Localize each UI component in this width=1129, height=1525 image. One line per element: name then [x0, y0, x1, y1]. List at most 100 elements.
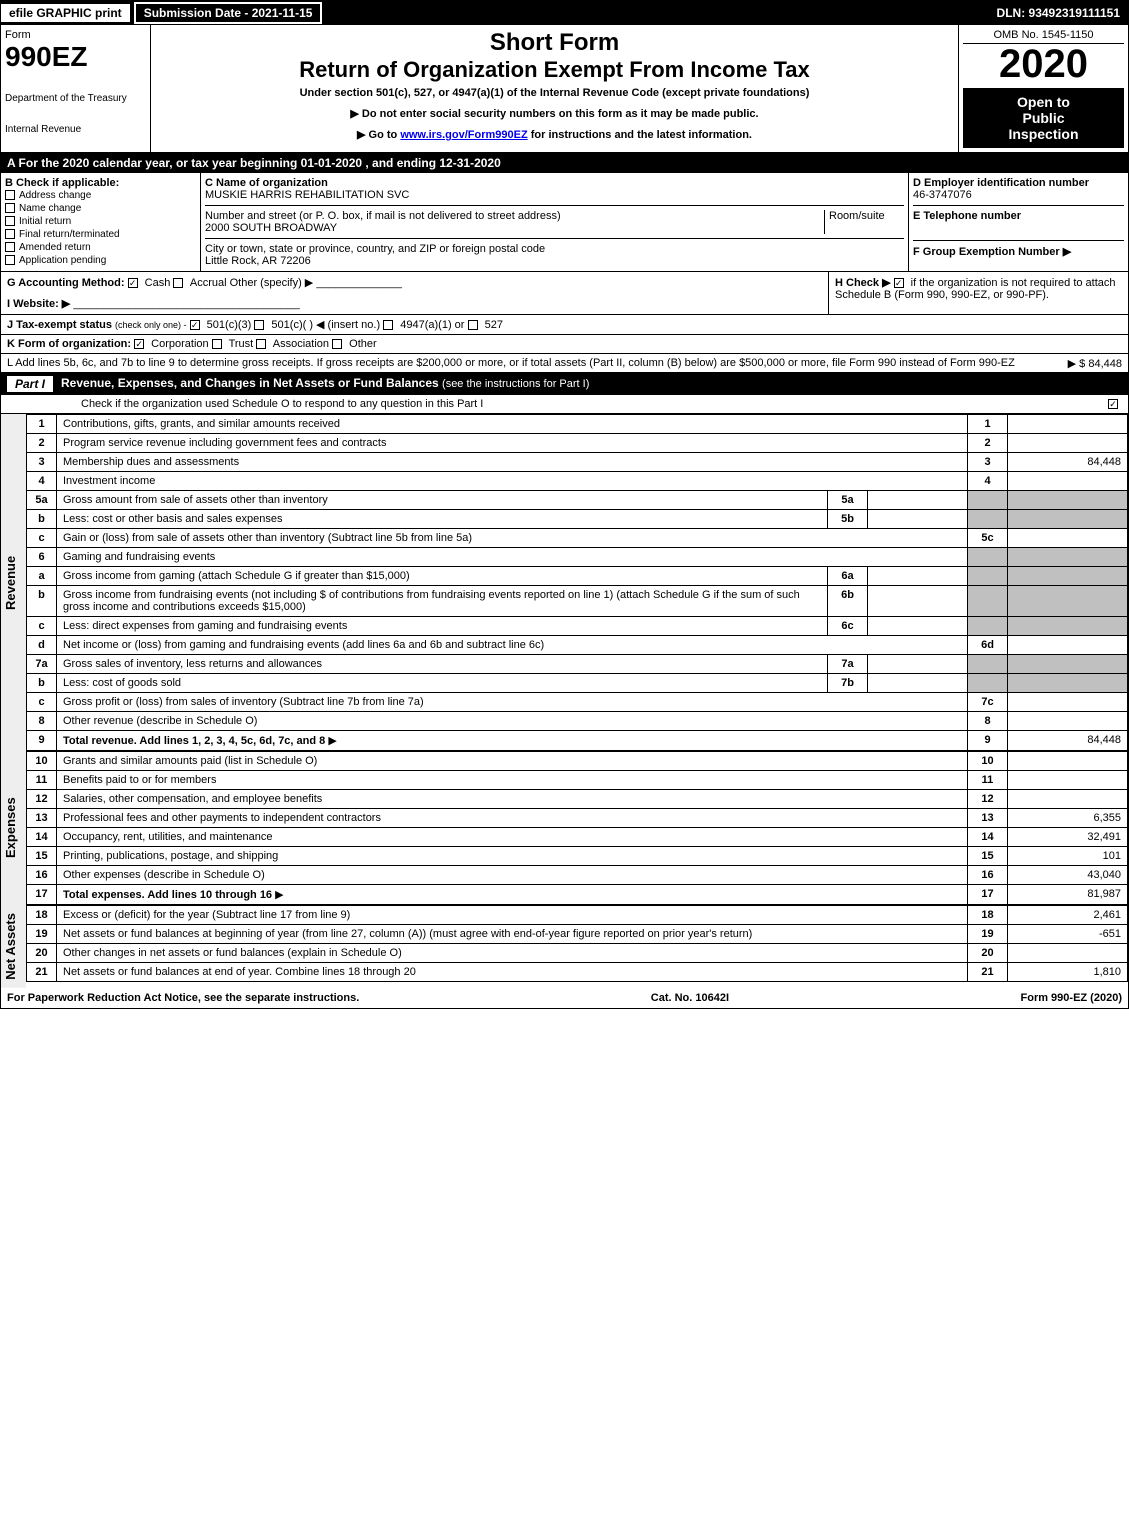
cb-4947[interactable]: [383, 320, 393, 330]
line-8: 8Other revenue (describe in Schedule O)8: [27, 712, 1128, 731]
footer-left: For Paperwork Reduction Act Notice, see …: [7, 992, 359, 1004]
part1-check-text: Check if the organization used Schedule …: [81, 398, 483, 410]
line-6: 6Gaming and fundraising events: [27, 548, 1128, 567]
form-header: Form 990EZ Department of the Treasury In…: [1, 25, 1128, 153]
line-18: 18Excess or (deficit) for the year (Subt…: [27, 906, 1128, 925]
ssn-warning: ▶ Do not enter social security numbers o…: [159, 107, 950, 120]
cb-association[interactable]: [256, 339, 266, 349]
form-container: efile GRAPHIC print Submission Date - 20…: [0, 0, 1129, 1009]
cb-name-change[interactable]: Name change: [5, 202, 196, 215]
line-6c: cLess: direct expenses from gaming and f…: [27, 617, 1128, 636]
cb-accrual[interactable]: [173, 278, 183, 288]
section-i-label: I Website: ▶: [7, 298, 70, 310]
line-16: 16Other expenses (describe in Schedule O…: [27, 866, 1128, 885]
header-left: Form 990EZ Department of the Treasury In…: [1, 25, 151, 152]
accounting-row: G Accounting Method: Cash Accrual Other …: [1, 272, 1128, 315]
header-right: OMB No. 1545-1150 2020 Open to Public In…: [958, 25, 1128, 152]
section-k-row: K Form of organization: Corporation Trus…: [1, 335, 1128, 354]
dln-number: DLN: 93492319111151: [997, 6, 1128, 20]
cb-application-pending[interactable]: Application pending: [5, 254, 196, 267]
line-9: 9Total revenue. Add lines 1, 2, 3, 4, 5c…: [27, 731, 1128, 751]
revenue-table: 1Contributions, gifts, grants, and simil…: [26, 414, 1128, 751]
header-center: Short Form Return of Organization Exempt…: [151, 25, 958, 152]
line-17: 17Total expenses. Add lines 10 through 1…: [27, 885, 1128, 905]
submission-date: Submission Date - 2021-11-15: [134, 2, 323, 24]
part1-header: Part I Revenue, Expenses, and Changes in…: [1, 373, 1128, 395]
city-label: City or town, state or province, country…: [205, 243, 904, 255]
section-c: C Name of organization MUSKIE HARRIS REH…: [201, 173, 908, 271]
footer-center: Cat. No. 10642I: [651, 992, 729, 1004]
section-c-label: C Name of organization: [205, 177, 904, 189]
irs-link[interactable]: www.irs.gov/Form990EZ: [400, 129, 527, 141]
part1-title: Revenue, Expenses, and Changes in Net As…: [61, 376, 439, 390]
inst2-post: for instructions and the latest informat…: [528, 129, 752, 141]
tax-year-bar: A For the 2020 calendar year, or tax yea…: [1, 153, 1128, 173]
room-suite-label: Room/suite: [824, 210, 904, 234]
cb-501c[interactable]: [254, 320, 264, 330]
part1-label: Part I: [7, 376, 53, 392]
under-section-text: Under section 501(c), 527, or 4947(a)(1)…: [159, 87, 950, 99]
dept-irs: Internal Revenue: [5, 124, 146, 135]
cb-527[interactable]: [468, 320, 478, 330]
revenue-section: Revenue 1Contributions, gifts, grants, a…: [1, 414, 1128, 751]
cb-other-org[interactable]: [332, 339, 342, 349]
line-7c: cGross profit or (loss) from sales of in…: [27, 693, 1128, 712]
section-f-label: F Group Exemption Number ▶: [913, 246, 1071, 258]
line-7b: bLess: cost of goods sold7b: [27, 674, 1128, 693]
revenue-side-label: Revenue: [1, 414, 26, 751]
footer-right: Form 990-EZ (2020): [1021, 992, 1122, 1004]
section-d-label: D Employer identification number: [913, 177, 1089, 189]
section-h-label: H Check ▶: [835, 277, 891, 289]
cb-amended-return[interactable]: Amended return: [5, 241, 196, 254]
section-j-label: J Tax-exempt status: [7, 319, 112, 331]
top-bar: efile GRAPHIC print Submission Date - 20…: [1, 1, 1128, 25]
line-12: 12Salaries, other compensation, and empl…: [27, 790, 1128, 809]
return-title: Return of Organization Exempt From Incom…: [159, 57, 950, 83]
open-line3: Inspection: [969, 126, 1118, 142]
line-19: 19Net assets or fund balances at beginni…: [27, 925, 1128, 944]
short-form-title: Short Form: [159, 29, 950, 57]
line-7a: 7aGross sales of inventory, less returns…: [27, 655, 1128, 674]
cb-final-return[interactable]: Final return/terminated: [5, 228, 196, 241]
line-21: 21Net assets or fund balances at end of …: [27, 963, 1128, 982]
expenses-side-label: Expenses: [1, 751, 26, 905]
cb-501c3[interactable]: [190, 320, 200, 330]
gross-receipts-amount: ▶ $ 84,448: [1068, 357, 1122, 370]
cb-schedule-o[interactable]: [1108, 399, 1118, 409]
section-b: B Check if applicable: Address change Na…: [1, 173, 201, 271]
other-specify: Other (specify) ▶: [230, 277, 314, 289]
line-3: 3Membership dues and assessments384,448: [27, 453, 1128, 472]
netassets-section: Net Assets 18Excess or (deficit) for the…: [1, 905, 1128, 988]
line-13: 13Professional fees and other payments t…: [27, 809, 1128, 828]
part1-check-row: Check if the organization used Schedule …: [1, 395, 1128, 414]
line-4: 4Investment income4: [27, 472, 1128, 491]
addr-label: Number and street (or P. O. box, if mail…: [205, 210, 824, 222]
expenses-table: 10Grants and similar amounts paid (list …: [26, 751, 1128, 905]
efile-label[interactable]: efile GRAPHIC print: [1, 4, 130, 22]
line-20: 20Other changes in net assets or fund ba…: [27, 944, 1128, 963]
cb-address-change[interactable]: Address change: [5, 189, 196, 202]
cb-cash[interactable]: [128, 278, 138, 288]
part1-subtitle: (see the instructions for Part I): [442, 378, 589, 390]
line-2: 2Program service revenue including gover…: [27, 434, 1128, 453]
cb-corporation[interactable]: [134, 339, 144, 349]
cb-trust[interactable]: [212, 339, 222, 349]
line-5c: cGain or (loss) from sale of assets othe…: [27, 529, 1128, 548]
tax-year: 2020: [963, 44, 1124, 84]
line-1: 1Contributions, gifts, grants, and simil…: [27, 415, 1128, 434]
netassets-table: 18Excess or (deficit) for the year (Subt…: [26, 905, 1128, 982]
line-11: 11Benefits paid to or for members11: [27, 771, 1128, 790]
line-6d: dNet income or (loss) from gaming and fu…: [27, 636, 1128, 655]
line-15: 15Printing, publications, postage, and s…: [27, 847, 1128, 866]
section-k-label: K Form of organization:: [7, 338, 131, 350]
open-public-badge: Open to Public Inspection: [963, 88, 1124, 148]
section-e-label: E Telephone number: [913, 210, 1021, 222]
line-6a: aGross income from gaming (attach Schedu…: [27, 567, 1128, 586]
section-b-label: B Check if applicable:: [5, 177, 119, 189]
cb-schedule-b[interactable]: [894, 278, 904, 288]
cb-initial-return[interactable]: Initial return: [5, 215, 196, 228]
street-address: 2000 SOUTH BROADWAY: [205, 222, 824, 234]
org-name: MUSKIE HARRIS REHABILITATION SVC: [205, 189, 904, 201]
expenses-section: Expenses 10Grants and similar amounts pa…: [1, 751, 1128, 905]
line-10: 10Grants and similar amounts paid (list …: [27, 752, 1128, 771]
